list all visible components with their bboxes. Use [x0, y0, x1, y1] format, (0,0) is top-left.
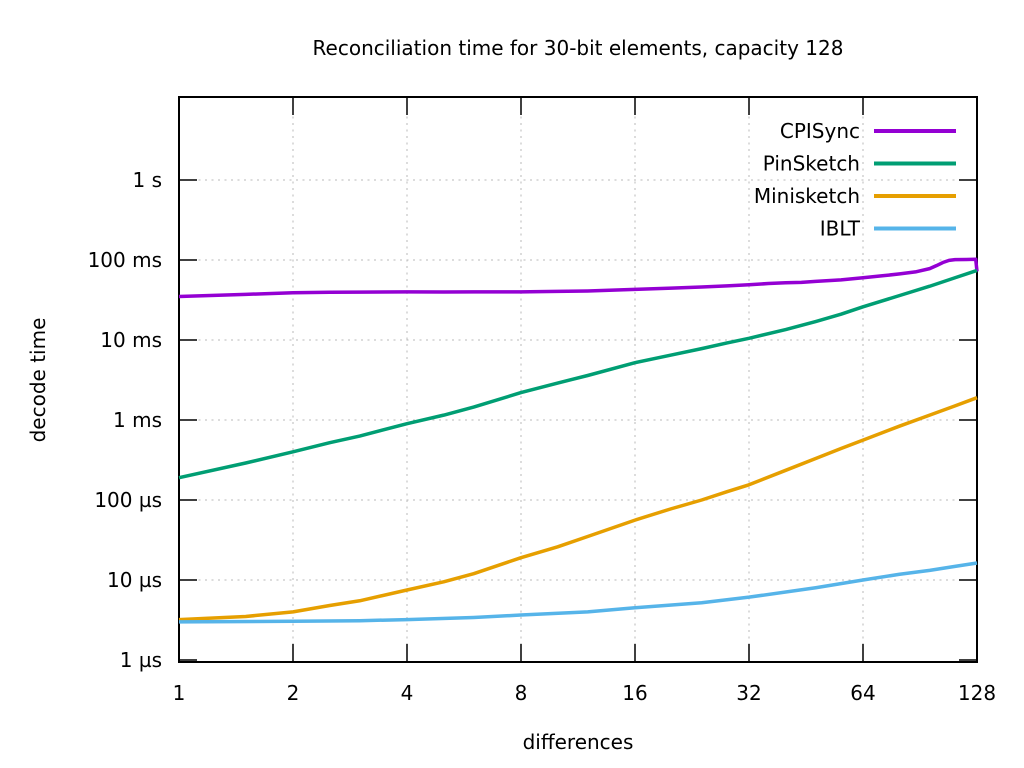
legend-label-iblt: IBLT	[820, 217, 861, 241]
y-tick-label: 1 s	[132, 168, 162, 192]
x-tick-label: 2	[287, 681, 300, 705]
y-tick-label: 100 µs	[94, 488, 162, 512]
x-axis-label: differences	[522, 730, 634, 754]
legend-label-minisketch: Minisketch	[754, 184, 860, 208]
x-tick-label: 64	[850, 681, 875, 705]
series-line-iblt	[178, 561, 978, 624]
plot-border	[178, 96, 978, 663]
x-tick-label: 1	[173, 681, 186, 705]
y-tick-label: 100 ms	[88, 248, 162, 272]
legend-label-cpisync: CPISync	[780, 119, 860, 143]
x-tick-label: 128	[958, 681, 996, 705]
y-tick-label: 1 µs	[120, 648, 162, 672]
x-tick-label: 16	[622, 681, 647, 705]
x-tick-label: 4	[401, 681, 414, 705]
series-line-cpisync	[178, 257, 979, 299]
series-line-pinsketch	[178, 268, 978, 480]
x-tick-label: 8	[515, 681, 528, 705]
chart-title: Reconciliation time for 30-bit elements,…	[312, 36, 844, 60]
x-tick-label: 32	[736, 681, 761, 705]
y-tick-label: 1 ms	[113, 408, 162, 432]
y-tick-label: 10 ms	[100, 328, 162, 352]
y-tick-label: 10 µs	[107, 568, 162, 592]
series-line-minisketch	[178, 396, 978, 622]
legend-label-pinsketch: PinSketch	[763, 152, 860, 176]
